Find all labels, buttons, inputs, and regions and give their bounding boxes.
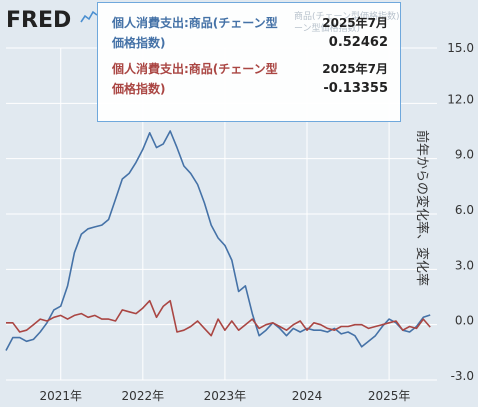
fred-logo-text: FRED: [6, 8, 71, 33]
y-tick-label: 9.0: [455, 148, 474, 162]
hover-tooltip: 商品(チェーン型価格指数) ーン型価格指数) 個人消費支出:商品(チェーン型価格…: [97, 2, 401, 122]
tooltip-series-2-name: 個人消費支出:商品(チェーン型価格指数): [112, 62, 278, 96]
x-tick-label: 2022年: [122, 389, 165, 403]
x-tick-label: 2023年: [204, 389, 247, 403]
series-line-1: [5, 130, 431, 351]
y-tick-label: 3.0: [455, 258, 474, 272]
tooltip-ghost-text-2: ーン型価格指数): [294, 24, 361, 34]
y-axis-ticks: 15.0 12.0 9.0 6.0 3.0 0.0 -3.0: [447, 41, 474, 383]
y-tick-label: 0.0: [455, 314, 474, 328]
tooltip-series-2-value: -0.13355: [323, 81, 388, 96]
tooltip-series-1-date: 2025年7月: [322, 16, 388, 30]
x-axis-ticks: 2021年 2022年 2023年 2024 2025年: [39, 389, 410, 403]
y-tick-label: 6.0: [455, 203, 474, 217]
x-tick-label: 2024: [292, 389, 323, 403]
y-axis-label: 前年からの変化率、変化率: [414, 130, 430, 286]
tooltip-series-1-value: 0.52462: [328, 35, 388, 50]
y-tick-label: -3.0: [451, 369, 474, 383]
x-tick-label: 2025年: [368, 389, 411, 403]
fred-logo[interactable]: FRED: [6, 8, 98, 33]
series-line-2: [6, 299, 431, 337]
fred-logo-sparkline-icon: [80, 10, 98, 23]
y-tick-label: 12.0: [447, 92, 474, 106]
y-tick-label: 15.0: [447, 41, 474, 55]
tooltip-ghost-text-1: 商品(チェーン型価格指数): [294, 12, 400, 22]
tooltip-series-2-date: 2025年7月: [322, 62, 388, 76]
tooltip-series-1-name: 個人消費支出:商品(チェーン型価格指数): [112, 16, 278, 50]
x-tick-label: 2021年: [39, 389, 82, 403]
series-lines: [5, 130, 431, 351]
